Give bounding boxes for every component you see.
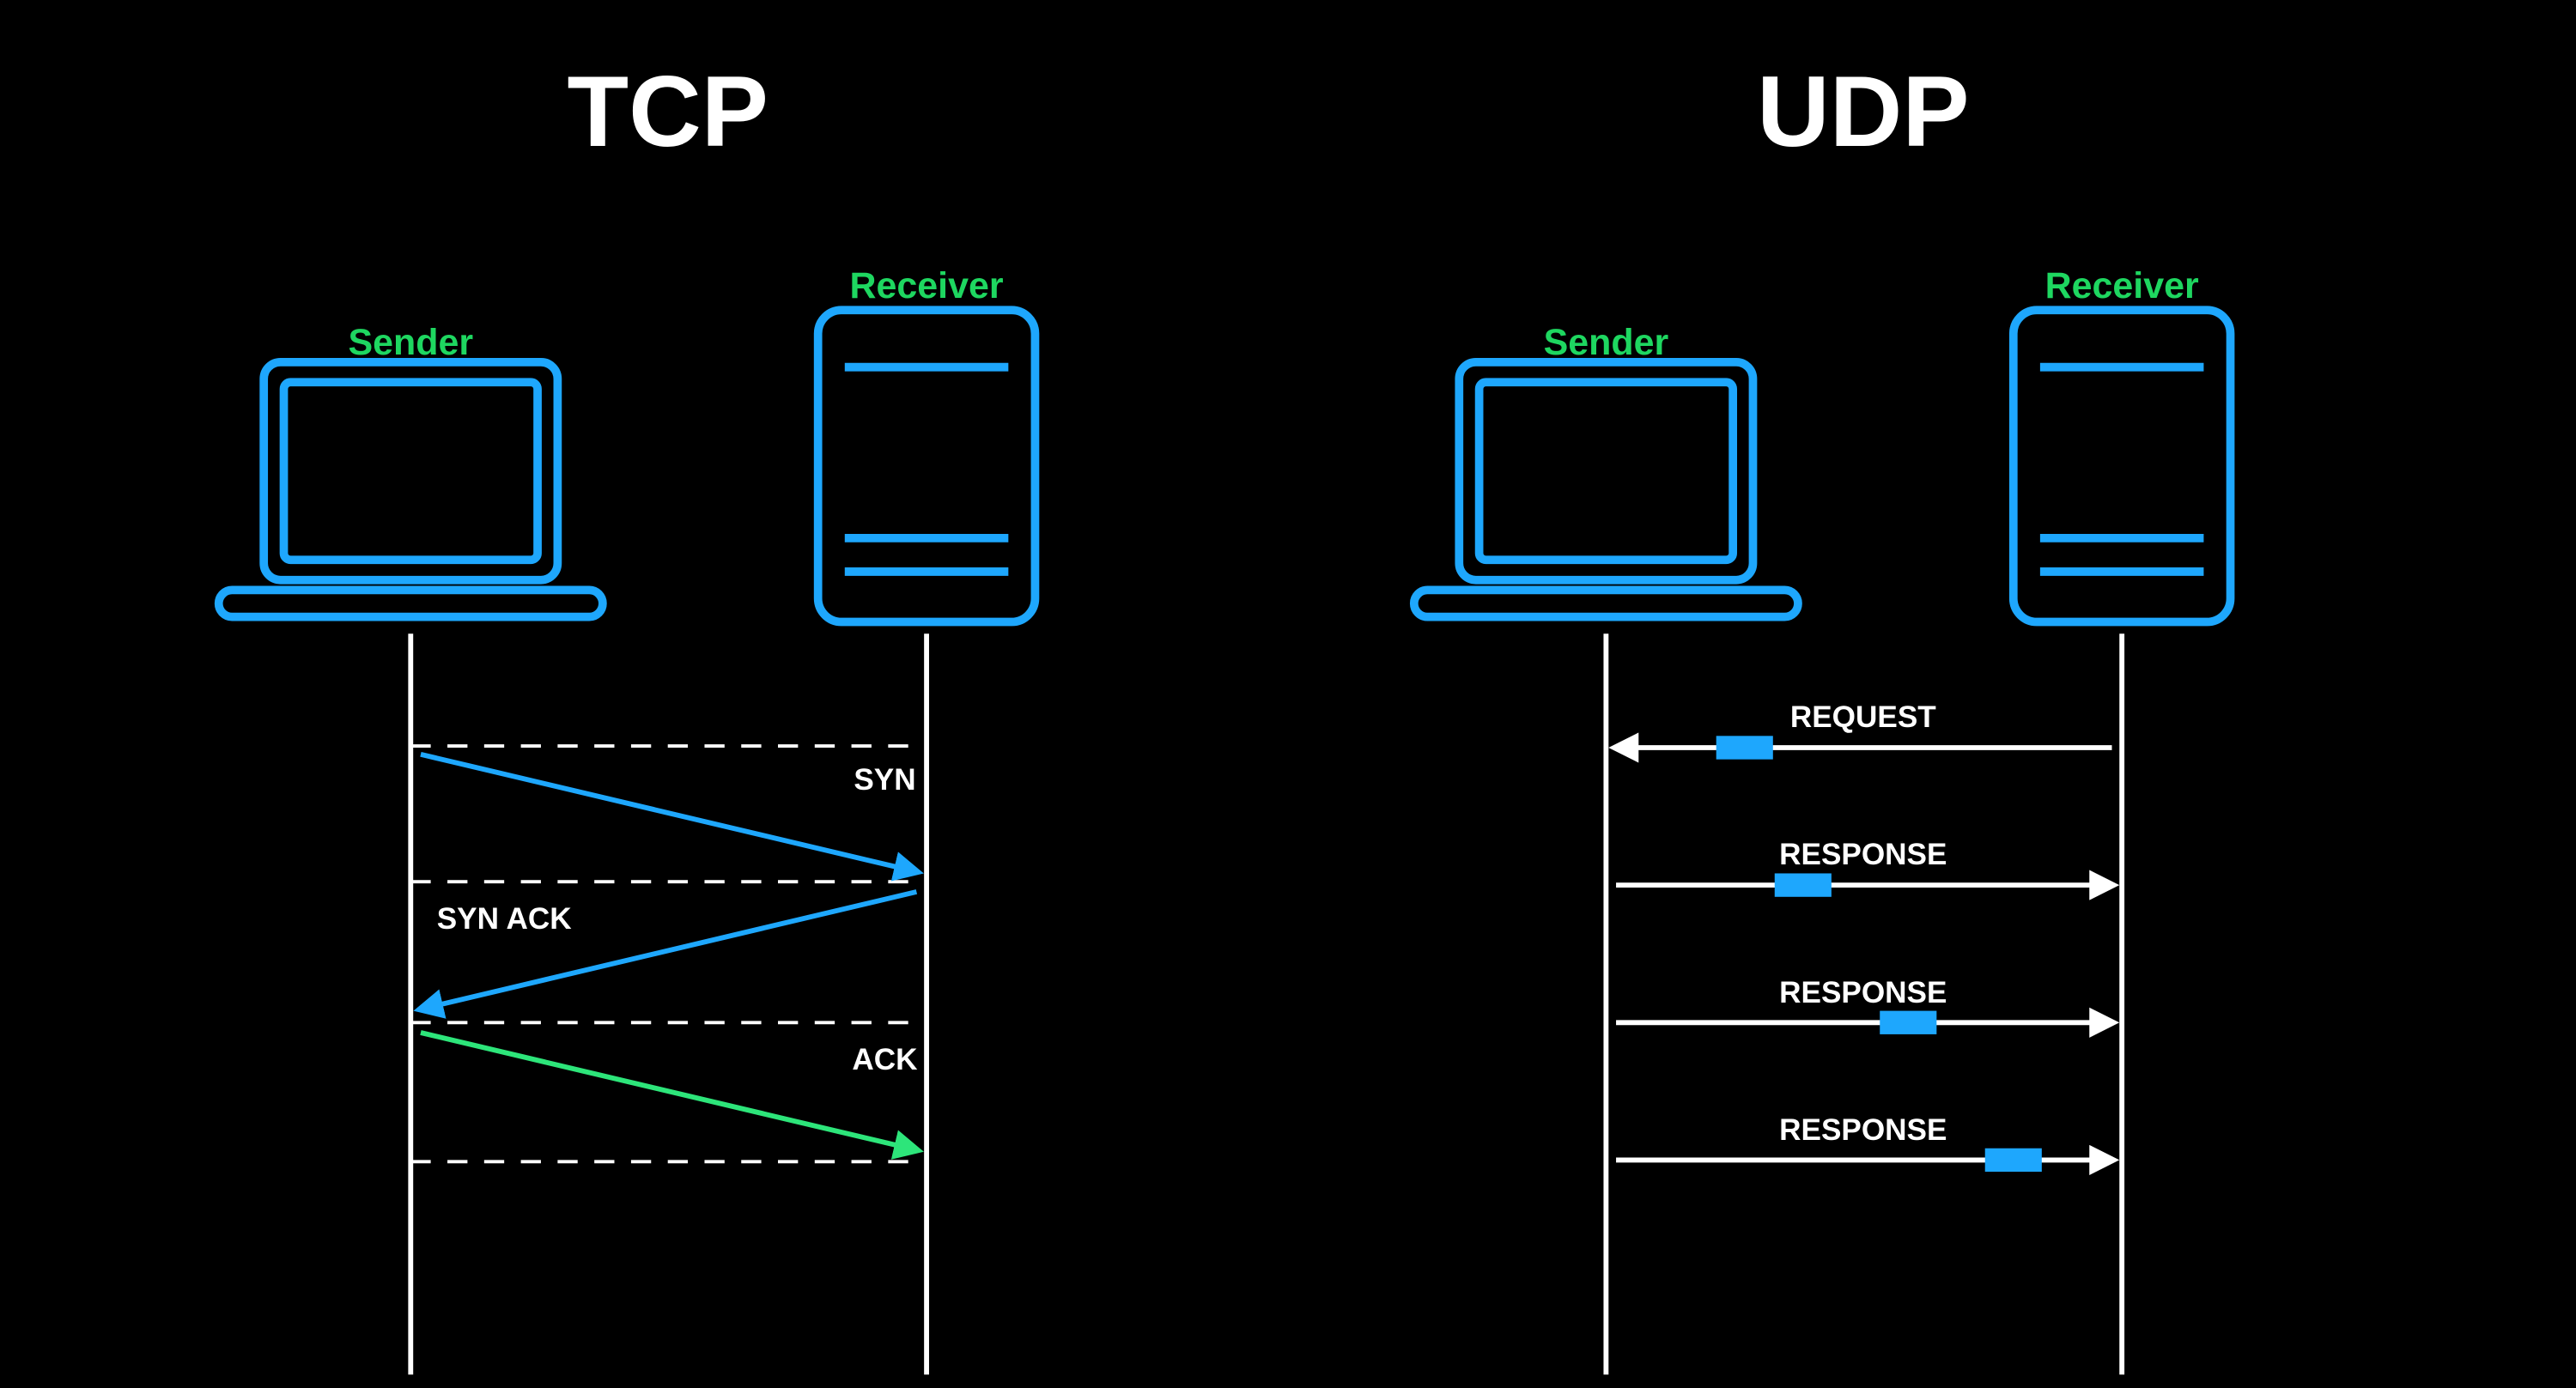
udp-packet-icon (1985, 1149, 2042, 1172)
udp-receiver-device-icon (2014, 310, 2231, 621)
udp-receiver-label: Receiver (2045, 265, 2199, 307)
diagram-svg (0, 0, 2576, 1388)
tcp-title: TCP (568, 53, 769, 169)
tcp-sender-laptop-icon (219, 362, 603, 617)
tcp-msg-label: ACK (852, 1043, 917, 1077)
tcp-arrow (421, 1033, 916, 1150)
udp-sender-laptop-icon (1414, 362, 1798, 617)
udp-msg-label: RESPONSE (1779, 838, 1947, 872)
udp-title: UDP (1757, 53, 1969, 169)
tcp-msg-label: SYN ACK (437, 902, 572, 936)
udp-msg-label: RESPONSE (1779, 1113, 1947, 1148)
tcp-sender-label: Sender (348, 322, 473, 364)
udp-msg-label: RESPONSE (1779, 976, 1947, 1010)
tcp-receiver-device-icon (818, 310, 1036, 621)
tcp-msg-label: SYN (854, 763, 915, 797)
tcp-receiver-label: Receiver (850, 265, 1004, 307)
diagram-canvas: TCP Sender Receiver SYN SYN ACK ACK UDP Sender R… (0, 0, 2576, 1388)
udp-msg-label: REQUEST (1790, 700, 1936, 735)
udp-packet-icon (1716, 736, 1773, 759)
udp-packet-icon (1775, 873, 1832, 896)
udp-packet-icon (1880, 1011, 1936, 1034)
tcp-arrow (421, 755, 916, 872)
udp-sender-label: Sender (1544, 322, 1669, 364)
